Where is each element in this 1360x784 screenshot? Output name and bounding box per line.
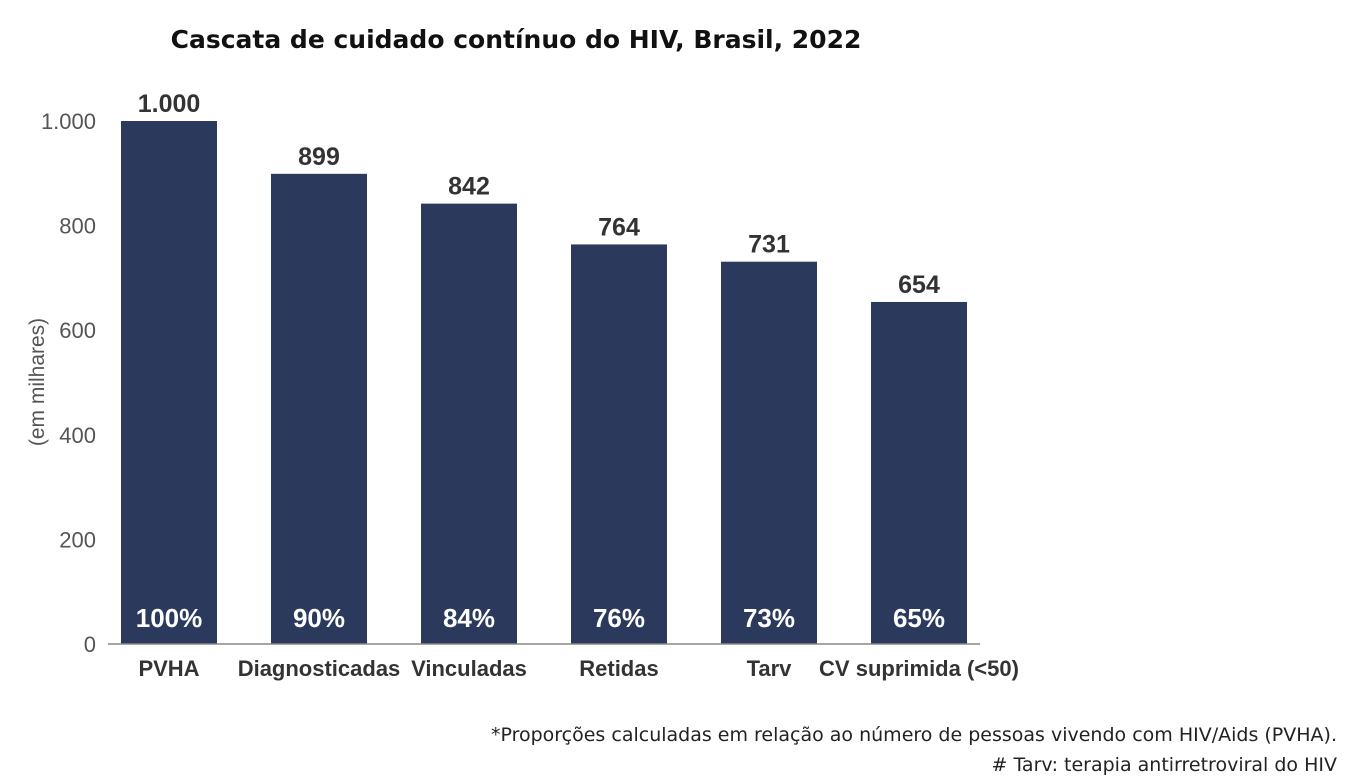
percent-label: 65% <box>893 603 945 633</box>
footnote-proportions: *Proporções calculadas em relação ao núm… <box>491 724 1337 746</box>
chart-title: Cascata de cuidado contínuo do HIV, Bras… <box>171 25 862 54</box>
bar <box>721 261 817 644</box>
percent-label: 100% <box>136 603 203 633</box>
bar <box>421 203 517 644</box>
value-label: 899 <box>298 143 340 171</box>
percent-label: 90% <box>293 603 345 633</box>
y-tick-label: 0 <box>84 632 96 657</box>
category-label: Diagnosticadas <box>238 656 401 681</box>
y-tick-label: 800 <box>59 214 96 239</box>
value-label: 842 <box>448 173 490 201</box>
bars: 1.000 100% PVHA 899 90% Diagnosticadas 842 84% V… <box>121 90 1019 681</box>
category-label: PVHA <box>138 656 199 681</box>
category-label: CV suprimida (<50) <box>819 656 1019 681</box>
bar <box>571 244 667 645</box>
y-tick-label: 200 <box>59 527 96 552</box>
y-tick-label: 400 <box>59 423 96 448</box>
category-label: Vinculadas <box>411 656 527 681</box>
percent-label: 73% <box>743 603 795 633</box>
y-axis-label: (em milhares) <box>26 318 49 446</box>
y-axis: 0 200 400 600 800 1.000 <box>41 109 96 657</box>
value-label: 654 <box>898 271 940 299</box>
value-label: 764 <box>598 213 640 241</box>
value-label: 731 <box>748 231 790 259</box>
bar <box>121 121 217 644</box>
value-label: 1.000 <box>138 90 201 118</box>
percent-label: 76% <box>593 603 645 633</box>
category-label: Retidas <box>579 656 658 681</box>
bar <box>271 173 367 644</box>
y-tick-label: 600 <box>59 318 96 343</box>
bar <box>871 301 967 644</box>
category-label: Tarv <box>747 656 793 681</box>
percent-label: 84% <box>443 603 495 633</box>
y-tick-label: 1.000 <box>41 109 96 134</box>
footnote-tarv: # Tarv: terapia antirretroviral do HIV <box>992 754 1338 776</box>
